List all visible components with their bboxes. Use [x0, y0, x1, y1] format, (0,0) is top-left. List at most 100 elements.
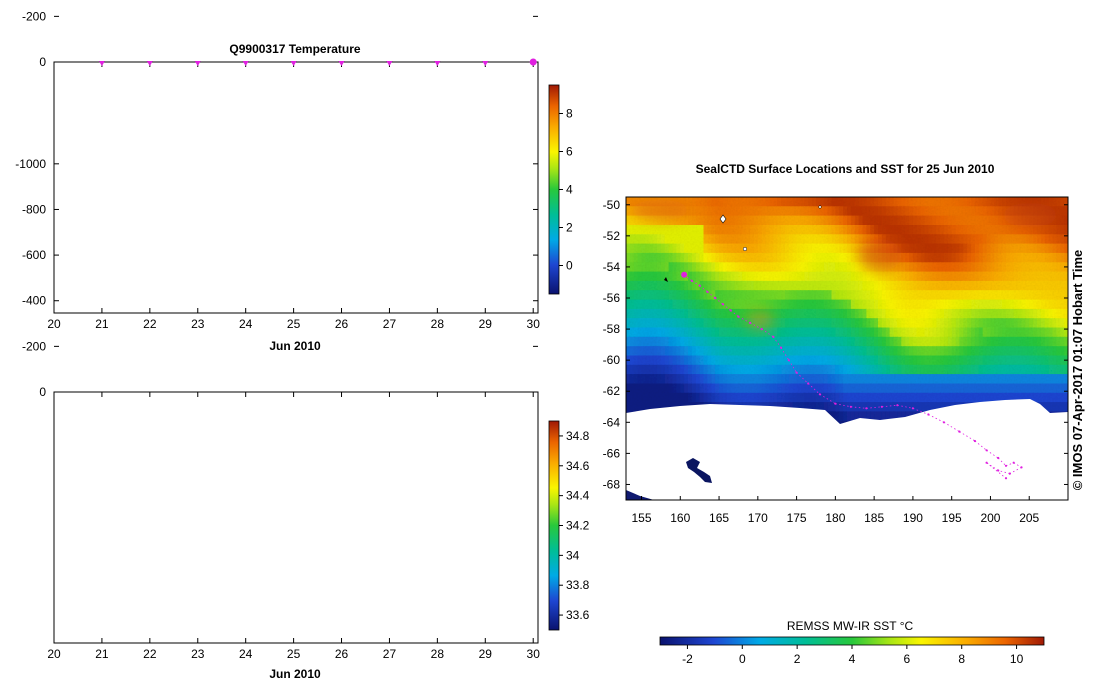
sst-cell [843, 308, 848, 319]
sst-cell [951, 280, 957, 291]
sst-cell [808, 318, 813, 329]
sst-cell [893, 215, 898, 226]
sst-cell [676, 336, 681, 347]
sst-cell [998, 364, 1003, 375]
sst-cell [722, 308, 728, 319]
sst-cell [699, 364, 705, 375]
sst-cell [626, 374, 631, 384]
sst-cell [893, 299, 898, 310]
sst-cell [943, 355, 949, 366]
sst-cell [843, 215, 848, 226]
sst-cell [994, 280, 999, 291]
sst-cell [947, 355, 953, 366]
sst-cell [940, 374, 945, 384]
sst-cell [940, 197, 945, 207]
sst-cell [695, 336, 701, 347]
sst-cell [963, 271, 968, 282]
sst-cell [850, 308, 856, 319]
sst-cell [955, 308, 961, 319]
sst-cell [1002, 355, 1007, 366]
sst-cell [688, 262, 693, 273]
sst-cell [866, 308, 871, 319]
sst-cell [870, 206, 875, 217]
sst-cell [808, 215, 813, 226]
sst-cell [823, 308, 829, 319]
sst-cell [792, 318, 798, 329]
sst-cell [816, 374, 821, 384]
sst-cell [691, 355, 697, 366]
sst-cell [753, 243, 759, 254]
sst-cell [889, 271, 895, 282]
sst-cell [711, 327, 716, 338]
sst-cell [874, 215, 879, 226]
sst-cell [823, 355, 829, 366]
sst-cell [897, 336, 902, 347]
sst-cell [750, 392, 755, 403]
sst-cell [870, 327, 875, 338]
sst-cell [885, 327, 891, 338]
sst-cell [951, 318, 957, 329]
sst-cell [850, 392, 856, 403]
sst-cell [893, 271, 898, 282]
sst-cell [660, 383, 666, 394]
sst-cell [901, 355, 906, 366]
sst-cell [858, 234, 864, 245]
sst-cell [715, 327, 720, 338]
sst-cell [800, 280, 805, 291]
sst-cell [1037, 364, 1042, 375]
sst-cell [951, 308, 957, 319]
sst-cell [1025, 346, 1030, 357]
sst-cell [843, 290, 848, 301]
sst-cell [676, 225, 681, 235]
sst-cell [932, 364, 937, 375]
sst-cell [916, 355, 922, 366]
sst-cell [672, 374, 677, 384]
sst-cell [812, 197, 817, 207]
sst-cell [653, 290, 658, 301]
sst-cell [649, 290, 654, 301]
sst-cell [932, 327, 937, 338]
sst-cell [955, 364, 961, 375]
sst-cell [804, 364, 809, 375]
sst-cell [955, 225, 961, 235]
sst-cell [974, 336, 980, 347]
sst-cell [982, 327, 988, 338]
sst-cell [885, 364, 891, 375]
sst-cell [719, 243, 724, 254]
sst-cell [943, 336, 949, 347]
sst-cell [1025, 318, 1030, 329]
sst-cell [1017, 225, 1023, 235]
sst-cell [1052, 355, 1057, 366]
sst-cell [688, 290, 693, 301]
sst-cell [819, 374, 825, 384]
sst-cell [785, 271, 790, 282]
sst-cell [990, 234, 995, 245]
sst-cell [912, 206, 918, 217]
sst-cell [819, 252, 825, 263]
sst-cell [668, 234, 674, 245]
sst-cell [1060, 252, 1065, 263]
sst-cell [792, 308, 798, 319]
temperature-x-axis-label: Jun 2010 [269, 339, 321, 353]
sst-cell [990, 215, 995, 226]
sst-cell [680, 346, 685, 357]
sst-cell [1009, 225, 1015, 235]
sst-cell [936, 402, 941, 412]
sst-cell [971, 392, 976, 403]
sst-cell [637, 271, 643, 282]
sst-cell [1056, 327, 1061, 338]
sst-cell [893, 308, 898, 319]
sst-cell [897, 308, 902, 319]
sst-cell [680, 252, 685, 263]
sst-cell [800, 197, 805, 207]
y-tick-label: 0 [39, 385, 46, 399]
sst-cell [885, 374, 891, 384]
x-tick-label: 23 [191, 647, 205, 661]
sst-cell [924, 355, 929, 366]
sst-cell [769, 271, 774, 282]
sst-cell [858, 206, 864, 217]
sst-row [626, 252, 1068, 263]
sst-cell [847, 225, 852, 235]
sst-cell [924, 271, 929, 282]
